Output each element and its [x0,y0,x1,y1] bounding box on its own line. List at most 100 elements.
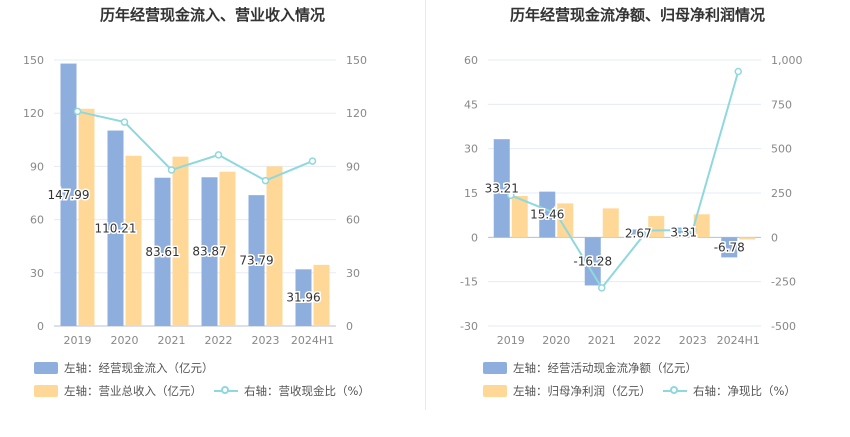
right-chart-svg: -30 -500 -15 -250 0 0 15 250 30 500 45 750 60 1,000 20… [460,54,802,347]
legend-label: 左轴：营业总收入（亿元） [64,384,202,398]
bar-orange-2021 [172,156,189,326]
panel-divider [425,0,426,410]
bar-data-label: 2.67 [625,226,652,240]
y-left-tick-label: 150 [23,54,44,67]
bar-orange-2020 [125,155,142,326]
bar-orange-2022 [219,171,236,326]
bar-blue-2022 [201,177,218,326]
bar-data-label: 83.61 [145,245,179,259]
bar-data-label: 83.87 [192,245,226,259]
legend-swatch-line-icon [214,385,238,397]
y-left-tick-label: 45 [464,98,478,111]
y-right-tick-label: -500 [771,320,796,333]
ratio-point [507,191,515,200]
bar-orange-2024H1 [313,264,330,326]
bar-data-label: 110.21 [95,221,137,235]
left-legend-item-bar1[interactable]: 左轴：经营现金流入（亿元） [34,360,214,376]
bar-blue-2023 [248,195,265,326]
bar-orange-2023 [266,166,283,326]
bar-data-label: 3.31 [670,225,697,239]
y-right-tick-label: 0 [771,231,778,244]
y-left-tick-label: 15 [464,187,478,200]
bar-blue-2019 [493,139,510,238]
y-right-tick-label: 0 [346,320,353,333]
right-legend-row-1: 左轴：经营活动现金流净额（亿元） [483,360,709,376]
y-left-tick-label: -30 [460,320,478,333]
left-legend-row-2: 左轴：营业总收入（亿元） 右轴：营收现金比（%） [34,383,382,399]
right-legend-item-line[interactable]: 右轴：净现比（%） [663,383,796,399]
x-tick-label: 2019 [497,334,525,347]
legend-label: 左轴：经营活动现金流净额（亿元） [513,361,697,375]
right-legend-item-bar2[interactable]: 左轴：归母净利润（亿元） [483,383,651,399]
x-tick-label: 2021 [588,334,616,347]
legend-swatch-blue [483,362,507,374]
bar-blue-2019 [60,63,77,327]
y-left-tick-label: 60 [464,54,478,67]
left-legend-item-bar2[interactable]: 左轴：营业总收入（亿元） [34,383,202,399]
y-left-tick-label: 90 [30,160,44,173]
x-tick-label: 2019 [64,334,92,347]
y-left-tick-label: 30 [30,267,44,280]
right-legend-row-2: 左轴：归母净利润（亿元） 右轴：净现比（%） [483,383,808,399]
bar-orange-2022 [648,216,665,238]
x-tick-label: 2022 [205,334,233,347]
y-left-tick-label: 120 [23,107,44,120]
y-left-tick-label: 30 [464,143,478,156]
x-tick-label: 2023 [252,334,280,347]
bar-data-label: -6.78 [714,240,745,254]
y-right-tick-label: 30 [346,267,360,280]
y-right-tick-label: 250 [771,187,792,200]
x-tick-label: 2022 [633,334,661,347]
x-tick-label: 2024H1 [291,334,334,347]
ratio-point [552,209,560,218]
ratio-point [214,151,223,159]
ratio-line [77,110,313,182]
left-legend-row-1: 左轴：经营现金流入（亿元） [34,360,226,376]
x-tick-label: 2020 [111,334,139,347]
ratio-line [510,71,740,290]
bar-blue-2023 [675,227,692,238]
left-chart-svg: 0 0 30 30 60 60 90 90 120 120 150 150 2019 2020 2021 20… [23,54,367,347]
ratio-point [308,157,317,165]
bar-blue-2020 [539,191,556,238]
bar-data-label: 73.79 [239,254,273,268]
ratio-point [598,284,606,292]
y-left-tick-label: 0 [37,320,44,333]
y-right-tick-label: 150 [346,54,367,67]
x-tick-label: 2023 [679,334,707,347]
ratio-point [261,176,270,185]
right-legend-item-bar1[interactable]: 左轴：经营活动现金流净额（亿元） [483,360,697,376]
ratio-point [643,226,651,235]
right-chart-title: 历年经营现金流净额、归母净利润情况 [509,6,765,24]
legend-label: 右轴：净现比（%） [693,384,796,398]
left-chart-title: 历年经营现金流入、营业收入情况 [99,6,325,24]
bar-orange-2023 [693,214,710,238]
legend-swatch-orange [34,385,58,397]
ratio-point [73,107,82,116]
bar-data-label: 33.21 [485,181,519,195]
y-right-tick-label: 750 [771,98,792,111]
ratio-point [167,166,176,174]
bar-blue-2020 [107,130,124,326]
y-right-tick-label: 500 [771,143,792,156]
bar-orange-2024H1 [739,237,756,240]
legend-label: 左轴：归母净利润（亿元） [513,384,651,398]
left-legend-item-line[interactable]: 右轴：营收现金比（%） [214,383,370,399]
bar-blue-2021 [584,237,601,286]
legend-swatch-blue [34,362,58,374]
legend-label: 右轴：营收现金比（%） [244,384,370,398]
bar-data-label: 147.99 [48,188,90,202]
y-right-tick-label: 90 [346,160,360,173]
y-left-tick-label: 60 [30,214,44,227]
x-tick-label: 2024H1 [717,334,760,347]
y-left-tick-label: -15 [460,276,478,289]
ratio-point [689,226,697,234]
bar-data-label: 15.46 [530,207,564,221]
bar-orange-2019 [78,108,95,327]
bar-orange-2019 [511,195,528,238]
y-right-tick-label: 60 [346,214,360,227]
bar-data-label: -16.28 [573,254,612,268]
bar-orange-2021 [602,208,619,238]
x-tick-label: 2021 [158,334,186,347]
legend-swatch-line-icon [663,385,687,397]
